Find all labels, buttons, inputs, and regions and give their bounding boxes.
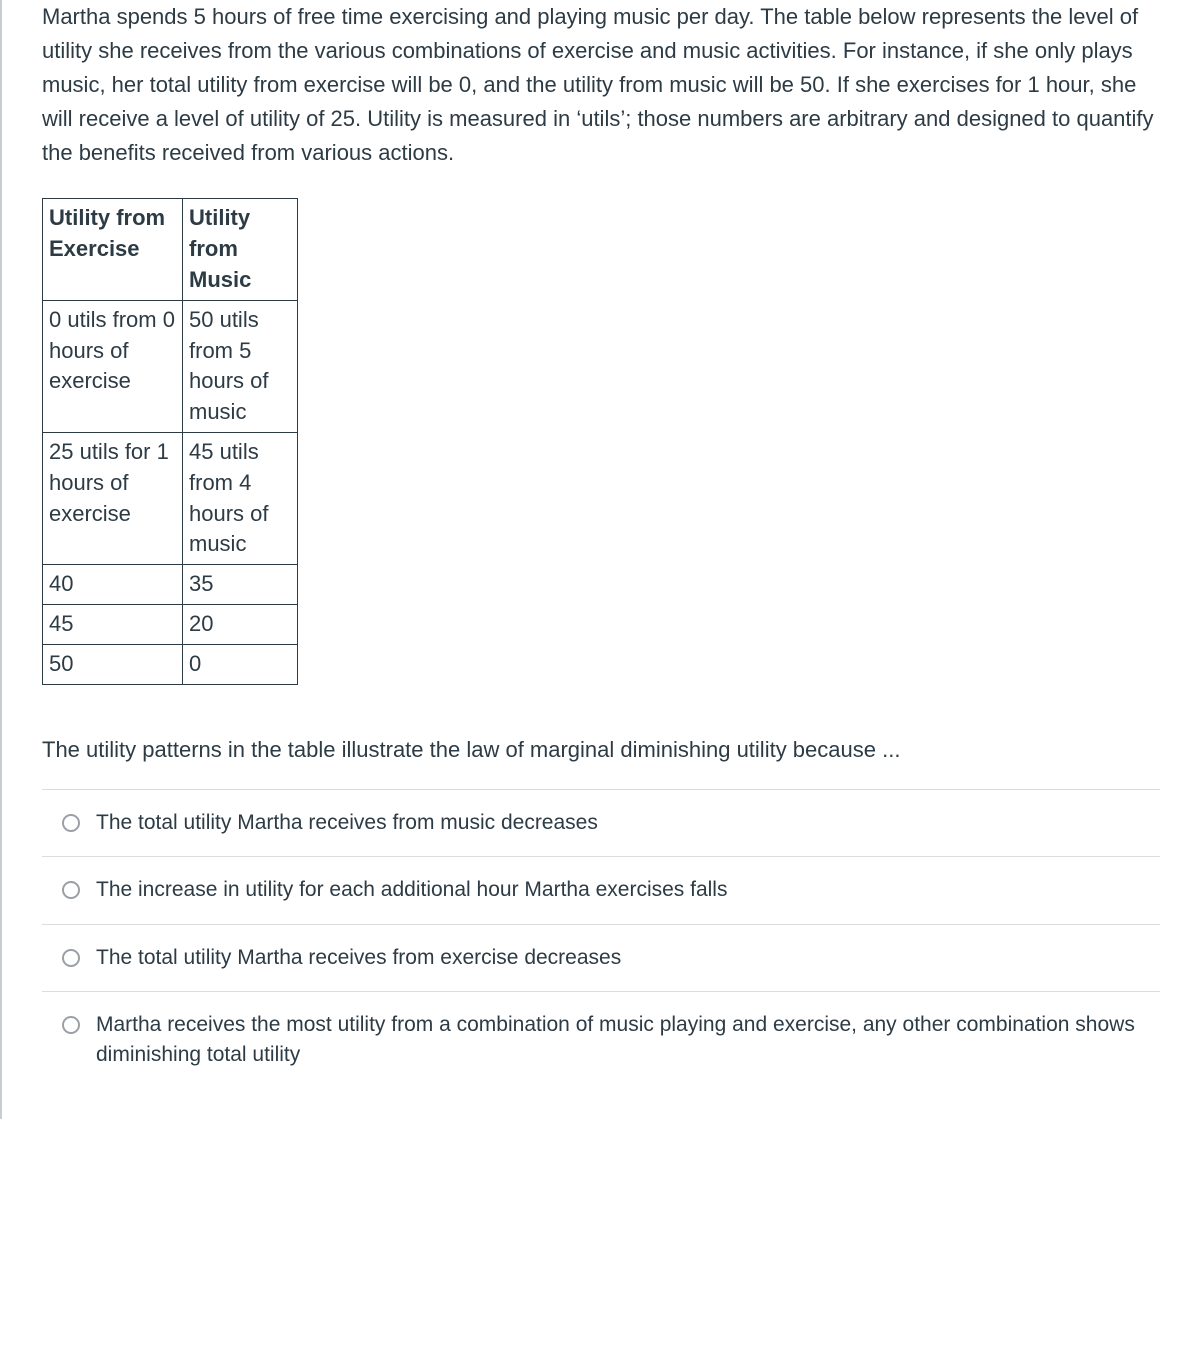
option-a[interactable]: The total utility Martha receives from m… bbox=[42, 790, 1160, 857]
table-row: 50 0 bbox=[43, 644, 298, 684]
cell-exercise: 50 bbox=[43, 644, 183, 684]
option-label: The total utility Martha receives from e… bbox=[96, 943, 621, 973]
cell-music: 45 utils from 4 hours of music bbox=[183, 433, 298, 565]
question-paragraph: Martha spends 5 hours of free time exerc… bbox=[42, 0, 1160, 170]
table-header-row: Utility from Exercise Utility from Music bbox=[43, 199, 298, 300]
table-row: 25 utils for 1 hours of exercise 45 util… bbox=[43, 433, 298, 565]
cell-exercise: 0 utils from 0 hours of exercise bbox=[43, 300, 183, 432]
option-b[interactable]: The increase in utility for each additio… bbox=[42, 857, 1160, 924]
table-row: 0 utils from 0 hours of exercise 50 util… bbox=[43, 300, 298, 432]
option-c[interactable]: The total utility Martha receives from e… bbox=[42, 925, 1160, 992]
cell-music: 35 bbox=[183, 565, 298, 605]
cell-music: 20 bbox=[183, 605, 298, 645]
radio-icon[interactable] bbox=[62, 881, 80, 899]
cell-exercise: 45 bbox=[43, 605, 183, 645]
option-label: Martha receives the most utility from a … bbox=[96, 1010, 1160, 1071]
cell-music: 0 bbox=[183, 644, 298, 684]
option-label: The increase in utility for each additio… bbox=[96, 875, 727, 905]
cell-exercise: 25 utils for 1 hours of exercise bbox=[43, 433, 183, 565]
options-list: The total utility Martha receives from m… bbox=[42, 789, 1160, 1089]
cell-exercise: 40 bbox=[43, 565, 183, 605]
table-header-music: Utility from Music bbox=[183, 199, 298, 300]
table-header-exercise: Utility from Exercise bbox=[43, 199, 183, 300]
option-label: The total utility Martha receives from m… bbox=[96, 808, 598, 838]
cell-music: 50 utils from 5 hours of music bbox=[183, 300, 298, 432]
table-row: 40 35 bbox=[43, 565, 298, 605]
table-row: 45 20 bbox=[43, 605, 298, 645]
radio-icon[interactable] bbox=[62, 949, 80, 967]
question-prompt: The utility patterns in the table illust… bbox=[42, 733, 1160, 767]
utility-table: Utility from Exercise Utility from Music… bbox=[42, 198, 298, 684]
radio-icon[interactable] bbox=[62, 1016, 80, 1034]
radio-icon[interactable] bbox=[62, 814, 80, 832]
option-d[interactable]: Martha receives the most utility from a … bbox=[42, 992, 1160, 1089]
